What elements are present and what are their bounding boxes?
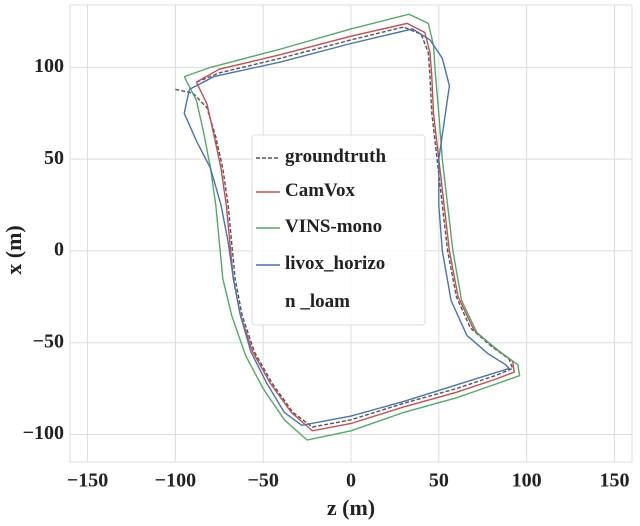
y-tick-label: −100	[23, 422, 64, 444]
y-tick-label: −50	[33, 330, 64, 352]
legend-label-line: n _loam	[285, 291, 350, 312]
y-axis-label: x (m)	[1, 225, 26, 274]
y-tick-label: 100	[34, 55, 64, 77]
trajectory-line	[183, 13, 521, 441]
x-tick-label: 150	[599, 470, 629, 492]
legend-label-line: CamVox	[285, 180, 356, 201]
legend-box	[251, 134, 426, 326]
x-tick-label: 50	[429, 470, 449, 492]
trajectory-line	[175, 26, 514, 428]
x-axis-label: z (m)	[327, 495, 375, 520]
y-tick-label: 0	[54, 239, 64, 261]
y-tick-label: 50	[44, 147, 64, 169]
legend-label-line: VINS-mono	[285, 216, 382, 237]
x-tick-label: −150	[67, 470, 108, 492]
x-tick-label: −100	[155, 470, 196, 492]
trajectory-line	[195, 22, 516, 432]
legend-label-line: groundtruth	[285, 146, 386, 167]
trajectory-line	[183, 28, 511, 427]
legend-label-line: livox_horizo	[285, 253, 385, 274]
legend-label: groundtruth	[285, 146, 386, 167]
legend-label: CamVox	[285, 180, 356, 201]
x-tick-label: 0	[346, 470, 356, 492]
x-tick-label: 100	[512, 470, 542, 492]
legend-label: VINS-mono	[285, 216, 382, 237]
x-tick-label: −50	[247, 470, 278, 492]
